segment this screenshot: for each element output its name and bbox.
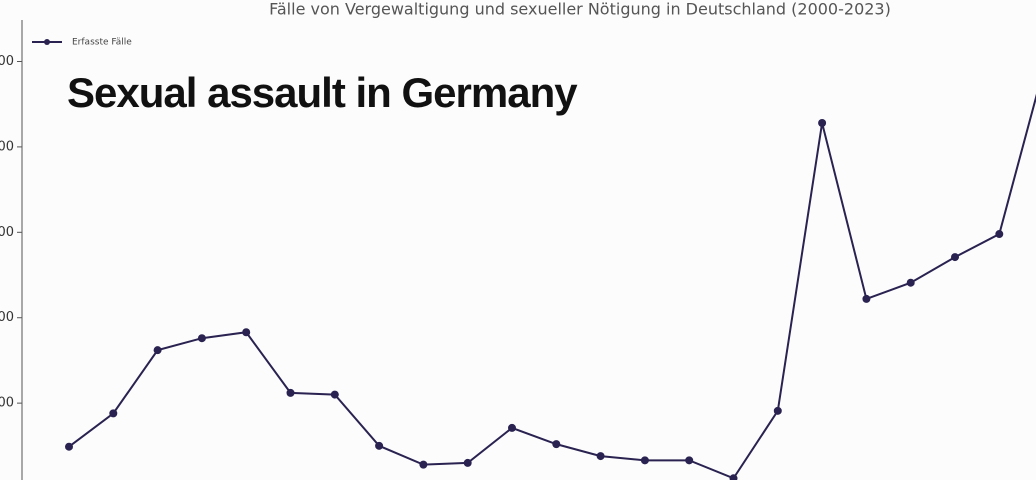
- overlay-title: Sexual assault in Germany: [67, 69, 578, 116]
- data-point: [419, 460, 428, 469]
- data-point: [109, 409, 118, 418]
- legend-label: Erfasste Fälle: [72, 38, 132, 48]
- data-point: [906, 278, 915, 287]
- y-tick-label: 10000: [0, 139, 14, 154]
- data-point: [242, 328, 251, 337]
- data-point: [552, 440, 561, 449]
- chart-title: Fälle von Vergewaltigung und sexueller N…: [269, 0, 891, 19]
- data-point: [995, 230, 1004, 239]
- legend-marker: [44, 39, 50, 45]
- data-point: [463, 458, 472, 467]
- data-point: [65, 442, 73, 451]
- data-point: [153, 346, 162, 355]
- data-point: [286, 388, 295, 397]
- y-tick-label: 11000: [0, 54, 14, 69]
- data-point: [685, 456, 694, 465]
- y-tick-label: 7000: [0, 396, 14, 411]
- data-point: [197, 334, 206, 343]
- data-point: [375, 441, 384, 450]
- data-point: [640, 456, 649, 465]
- data-point: [508, 423, 516, 432]
- data-point: [729, 474, 738, 480]
- data-point: [862, 294, 871, 303]
- data-point: [330, 390, 339, 399]
- data-point: [773, 406, 782, 415]
- y-tick-label: 9000: [0, 225, 14, 240]
- y-tick-label: 8000: [0, 310, 14, 325]
- data-point: [951, 253, 959, 262]
- data-point: [818, 118, 827, 127]
- data-point: [596, 452, 605, 461]
